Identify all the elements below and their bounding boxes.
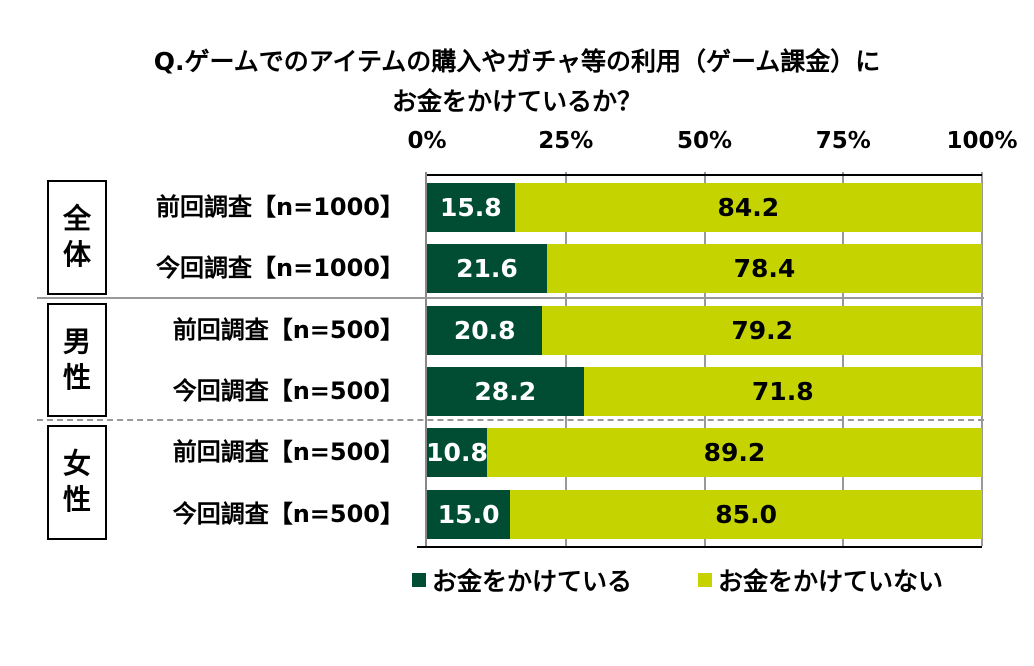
legend-item-spend: お金をかけている (412, 562, 632, 598)
group-label-char: 性 (62, 483, 91, 517)
x-axis-bottom-line (417, 546, 982, 548)
gridline (842, 172, 845, 546)
bar-nospend (546, 244, 982, 294)
row-label: 前回調査【n=1000】 (156, 193, 404, 221)
bar-spend (427, 428, 487, 478)
data-label: 78.4 (733, 254, 796, 284)
bar-nospend (510, 489, 982, 539)
group-label-char: 男 (62, 324, 91, 358)
data-label: 85.0 (715, 499, 777, 529)
y-axis-line (425, 172, 427, 548)
x-tick-label: 100% (946, 128, 1018, 154)
chart-title-line1: Q.ゲームでのアイテムの購入やガチャ等の利用（ゲーム課金）に (153, 47, 881, 76)
x-tick-label: 0% (407, 128, 447, 154)
data-label: 71.8 (751, 376, 814, 406)
gridline (564, 172, 567, 546)
row-label: 今回調査【n=500】 (172, 376, 404, 405)
group-label-char: 女 (62, 447, 91, 481)
bar-nospend (514, 183, 982, 232)
row-label: 前回調査【n=500】 (172, 315, 404, 344)
gridline (703, 172, 706, 546)
data-label: 15.8 (440, 193, 502, 222)
data-label: 21.6 (456, 254, 518, 284)
legend-swatch (698, 573, 712, 587)
bar-spend (427, 305, 543, 355)
data-label: 28.2 (474, 376, 537, 406)
group-label-box: 女性 (47, 425, 107, 540)
data-label: 79.2 (731, 315, 794, 345)
group-separator-dashed (37, 419, 984, 422)
group-label-box: 男性 (47, 302, 107, 418)
gridline (981, 172, 983, 546)
row-label: 前回調査【n=500】 (172, 438, 404, 467)
x-tick-label: 25% (538, 128, 594, 154)
bar-nospend (486, 428, 982, 478)
group-separator (37, 296, 984, 299)
group-label-char: 全 (62, 202, 91, 236)
data-label: 84.2 (717, 193, 780, 222)
data-label: 20.8 (453, 315, 516, 345)
row-label: 今回調査【n=500】 (172, 499, 404, 528)
x-tick-label: 50% (676, 128, 733, 154)
bar-nospend (542, 305, 982, 355)
group-label-char: 体 (62, 238, 91, 272)
axis-top-line (427, 174, 982, 176)
bar-spend (427, 244, 547, 294)
legend-item-nospend: お金をかけていない (698, 562, 943, 598)
bar-nospend (583, 366, 982, 416)
row-label: 今回調査【n=1000】 (156, 254, 404, 283)
legend-swatch (412, 573, 426, 587)
data-label: 89.2 (703, 438, 766, 468)
data-label: 10.8 (426, 438, 488, 468)
legend-label: お金をかけている (432, 567, 633, 596)
x-tick-label: 75% (815, 128, 871, 154)
group-label-box: 全体 (47, 180, 107, 295)
chart-title-line2: お金をかけているか？ (391, 87, 642, 116)
bar-spend (427, 366, 584, 416)
group-label-char: 性 (62, 360, 91, 394)
data-label: 15.0 (437, 499, 500, 529)
bar-spend (427, 489, 511, 539)
bar-spend (427, 183, 515, 232)
legend-label: お金をかけていない (718, 567, 944, 596)
